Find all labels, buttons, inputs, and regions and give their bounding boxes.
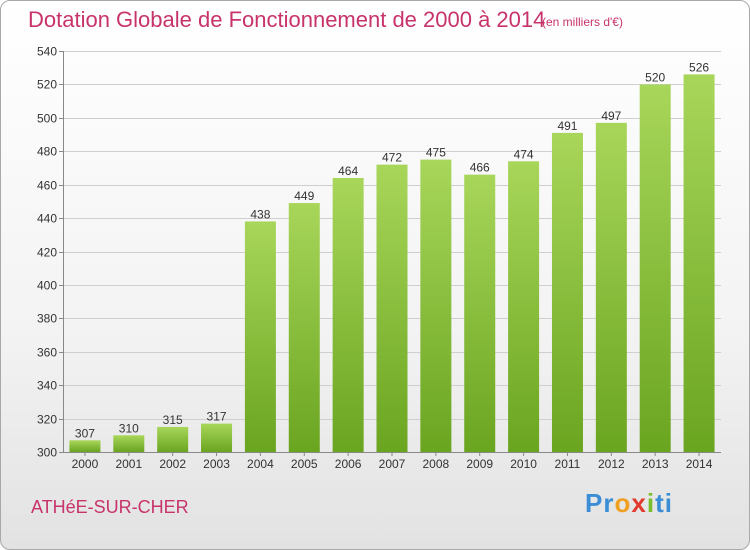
y-tick-label: 380	[37, 312, 57, 326]
x-tick-label: 2010	[510, 457, 537, 471]
data-label: 449	[294, 189, 314, 203]
data-label: 438	[250, 207, 270, 221]
y-tick-label: 480	[37, 145, 57, 159]
bar	[683, 74, 715, 453]
x-tick-label: 2012	[598, 457, 625, 471]
x-tick-label: 2003	[203, 457, 230, 471]
bar	[639, 84, 671, 453]
bar	[420, 159, 452, 452]
x-tick-label: 2001	[115, 457, 142, 471]
x-tick-label: 2007	[379, 457, 406, 471]
bar	[201, 423, 233, 452]
logo-part: Pr	[585, 488, 615, 518]
data-label: 310	[119, 421, 139, 435]
y-tick-label: 360	[37, 346, 57, 360]
x-tick-label: 2009	[466, 457, 493, 471]
logo-part: x	[631, 488, 647, 518]
data-label: 307	[75, 426, 95, 440]
y-tick-label: 500	[37, 112, 57, 126]
x-tick-label: 2006	[335, 457, 362, 471]
logo-part: ti	[655, 488, 673, 518]
bar	[376, 164, 408, 452]
x-tick-label: 2005	[291, 457, 318, 471]
bar	[508, 161, 540, 452]
x-tick-label: 2013	[642, 457, 669, 471]
data-label: 464	[338, 164, 358, 178]
y-tick-label: 300	[37, 446, 57, 460]
chart-subtitle: (en milliers d'€)	[542, 15, 623, 29]
bar	[464, 174, 496, 452]
x-tick-label: 2008	[423, 457, 450, 471]
data-label: 497	[601, 109, 621, 123]
bar	[113, 435, 145, 452]
bar	[69, 440, 101, 452]
x-tick-label: 2004	[247, 457, 274, 471]
data-label: 491	[557, 119, 577, 133]
bar	[157, 426, 189, 452]
data-label: 526	[689, 60, 709, 74]
y-tick-label: 420	[37, 246, 57, 260]
bar	[595, 122, 627, 453]
x-tick-label: 2011	[555, 457, 581, 471]
y-tick-label: 540	[37, 45, 57, 59]
x-tick-label: 2002	[159, 457, 186, 471]
logo-part: i	[646, 488, 656, 518]
proxiti-logo: Proxiti	[585, 488, 673, 519]
logo-part: o	[614, 488, 632, 518]
y-tick-label: 320	[37, 413, 57, 427]
data-label: 317	[207, 410, 227, 424]
y-tick-label: 460	[37, 179, 57, 193]
data-label: 520	[645, 70, 665, 84]
data-label: 472	[382, 151, 402, 165]
data-label: 315	[163, 413, 183, 427]
bar	[288, 203, 320, 452]
x-tick-label: 2014	[686, 457, 713, 471]
y-tick-label: 520	[37, 78, 57, 92]
y-tick-label: 440	[37, 212, 57, 226]
data-label: 466	[470, 161, 490, 175]
commune-name: ATHéE-SUR-CHER	[31, 497, 189, 517]
x-tick-label: 2000	[72, 457, 99, 471]
chart-title: Dotation Globale de Fonctionnement de 20…	[28, 7, 546, 32]
data-label: 474	[514, 147, 534, 161]
y-tick-label: 400	[37, 279, 57, 293]
bar	[332, 177, 364, 452]
y-tick-label: 340	[37, 379, 57, 393]
data-label: 475	[426, 146, 446, 160]
bar	[551, 132, 583, 452]
bar	[244, 221, 276, 452]
